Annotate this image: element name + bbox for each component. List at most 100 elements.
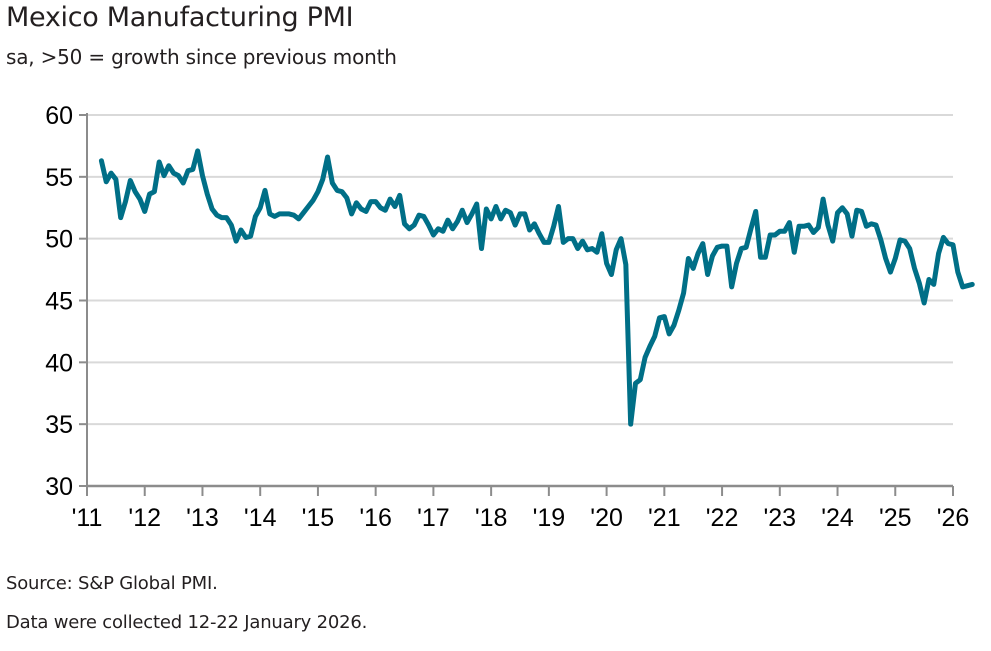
data-point bbox=[710, 253, 715, 258]
data-point bbox=[772, 232, 777, 237]
data-point bbox=[243, 235, 248, 240]
collection-note: Data were collected 12-22 January 2026. bbox=[6, 612, 368, 633]
data-point bbox=[392, 204, 397, 209]
data-point bbox=[619, 236, 624, 241]
data-point bbox=[864, 224, 869, 229]
data-point bbox=[412, 223, 417, 228]
data-point bbox=[763, 255, 768, 260]
data-point bbox=[142, 209, 147, 214]
y-tick-label: 45 bbox=[45, 288, 73, 316]
data-point bbox=[830, 239, 835, 244]
data-point bbox=[441, 229, 446, 234]
data-point bbox=[176, 173, 181, 178]
data-point bbox=[277, 211, 282, 216]
data-point bbox=[845, 211, 850, 216]
data-point bbox=[426, 223, 431, 228]
data-point bbox=[267, 211, 272, 216]
data-point bbox=[436, 226, 441, 231]
data-point bbox=[364, 209, 369, 214]
data-point bbox=[219, 215, 224, 220]
data-point bbox=[667, 331, 672, 336]
data-point bbox=[383, 208, 388, 213]
data-point bbox=[902, 239, 907, 244]
data-point bbox=[768, 232, 773, 237]
data-point bbox=[566, 236, 571, 241]
data-point bbox=[205, 192, 210, 197]
data-point bbox=[263, 188, 268, 193]
data-point bbox=[720, 244, 725, 249]
data-point bbox=[272, 214, 277, 219]
gridlines bbox=[87, 114, 953, 426]
data-point bbox=[344, 195, 349, 200]
data-point bbox=[835, 210, 840, 215]
data-point bbox=[186, 168, 191, 173]
data-point bbox=[647, 344, 652, 349]
data-point bbox=[373, 199, 378, 204]
data-point bbox=[109, 171, 114, 176]
data-point bbox=[315, 189, 320, 194]
data-point bbox=[402, 221, 407, 226]
data-point bbox=[888, 270, 893, 275]
data-point bbox=[484, 206, 489, 211]
data-point bbox=[469, 211, 474, 216]
data-point bbox=[840, 205, 845, 210]
data-point bbox=[825, 223, 830, 228]
data-point bbox=[397, 193, 402, 198]
data-point bbox=[777, 229, 782, 234]
data-point bbox=[849, 234, 854, 239]
x-tick-label: '22 bbox=[706, 504, 739, 532]
data-point bbox=[325, 155, 330, 160]
data-point bbox=[450, 226, 455, 231]
data-point bbox=[787, 220, 792, 225]
data-point bbox=[474, 202, 479, 207]
data-point bbox=[724, 244, 729, 249]
data-point bbox=[368, 199, 373, 204]
data-point bbox=[301, 210, 306, 215]
data-point bbox=[753, 209, 758, 214]
data-point bbox=[758, 255, 763, 260]
data-point bbox=[696, 251, 701, 256]
x-tick-label: '23 bbox=[764, 504, 797, 532]
data-point bbox=[782, 229, 787, 234]
data-point bbox=[210, 206, 215, 211]
data-point bbox=[513, 223, 518, 228]
data-point bbox=[455, 219, 460, 224]
data-point bbox=[946, 241, 951, 246]
x-tick-label: '26 bbox=[937, 504, 970, 532]
data-point bbox=[229, 223, 234, 228]
data-point bbox=[686, 256, 691, 261]
data-point bbox=[551, 224, 556, 229]
x-tick-label: '24 bbox=[821, 504, 854, 532]
data-point bbox=[917, 281, 922, 286]
data-point bbox=[330, 181, 335, 186]
data-point bbox=[99, 158, 104, 163]
data-point bbox=[359, 206, 364, 211]
data-point bbox=[152, 189, 157, 194]
x-tick-label: '18 bbox=[475, 504, 508, 532]
data-point bbox=[951, 242, 956, 247]
y-tick-label: 55 bbox=[45, 164, 73, 192]
x-tick-label: '14 bbox=[244, 504, 277, 532]
data-point bbox=[599, 231, 604, 236]
data-point bbox=[633, 381, 638, 386]
data-point bbox=[282, 211, 287, 216]
data-point bbox=[171, 171, 176, 176]
data-point bbox=[912, 266, 917, 271]
data-point bbox=[811, 230, 816, 235]
data-point bbox=[580, 239, 585, 244]
data-point bbox=[561, 240, 566, 245]
data-point bbox=[792, 250, 797, 255]
data-point bbox=[287, 211, 292, 216]
data-point bbox=[133, 189, 138, 194]
data-point bbox=[113, 177, 118, 182]
data-point bbox=[585, 247, 590, 252]
data-point bbox=[118, 215, 123, 220]
y-tick-label: 40 bbox=[45, 349, 73, 377]
data-point bbox=[748, 226, 753, 231]
data-point bbox=[623, 262, 628, 267]
data-point bbox=[556, 204, 561, 209]
data-point bbox=[311, 198, 316, 203]
x-tick-label: '25 bbox=[879, 504, 912, 532]
x-tick-label: '19 bbox=[533, 504, 566, 532]
x-tick-label: '15 bbox=[302, 504, 335, 532]
